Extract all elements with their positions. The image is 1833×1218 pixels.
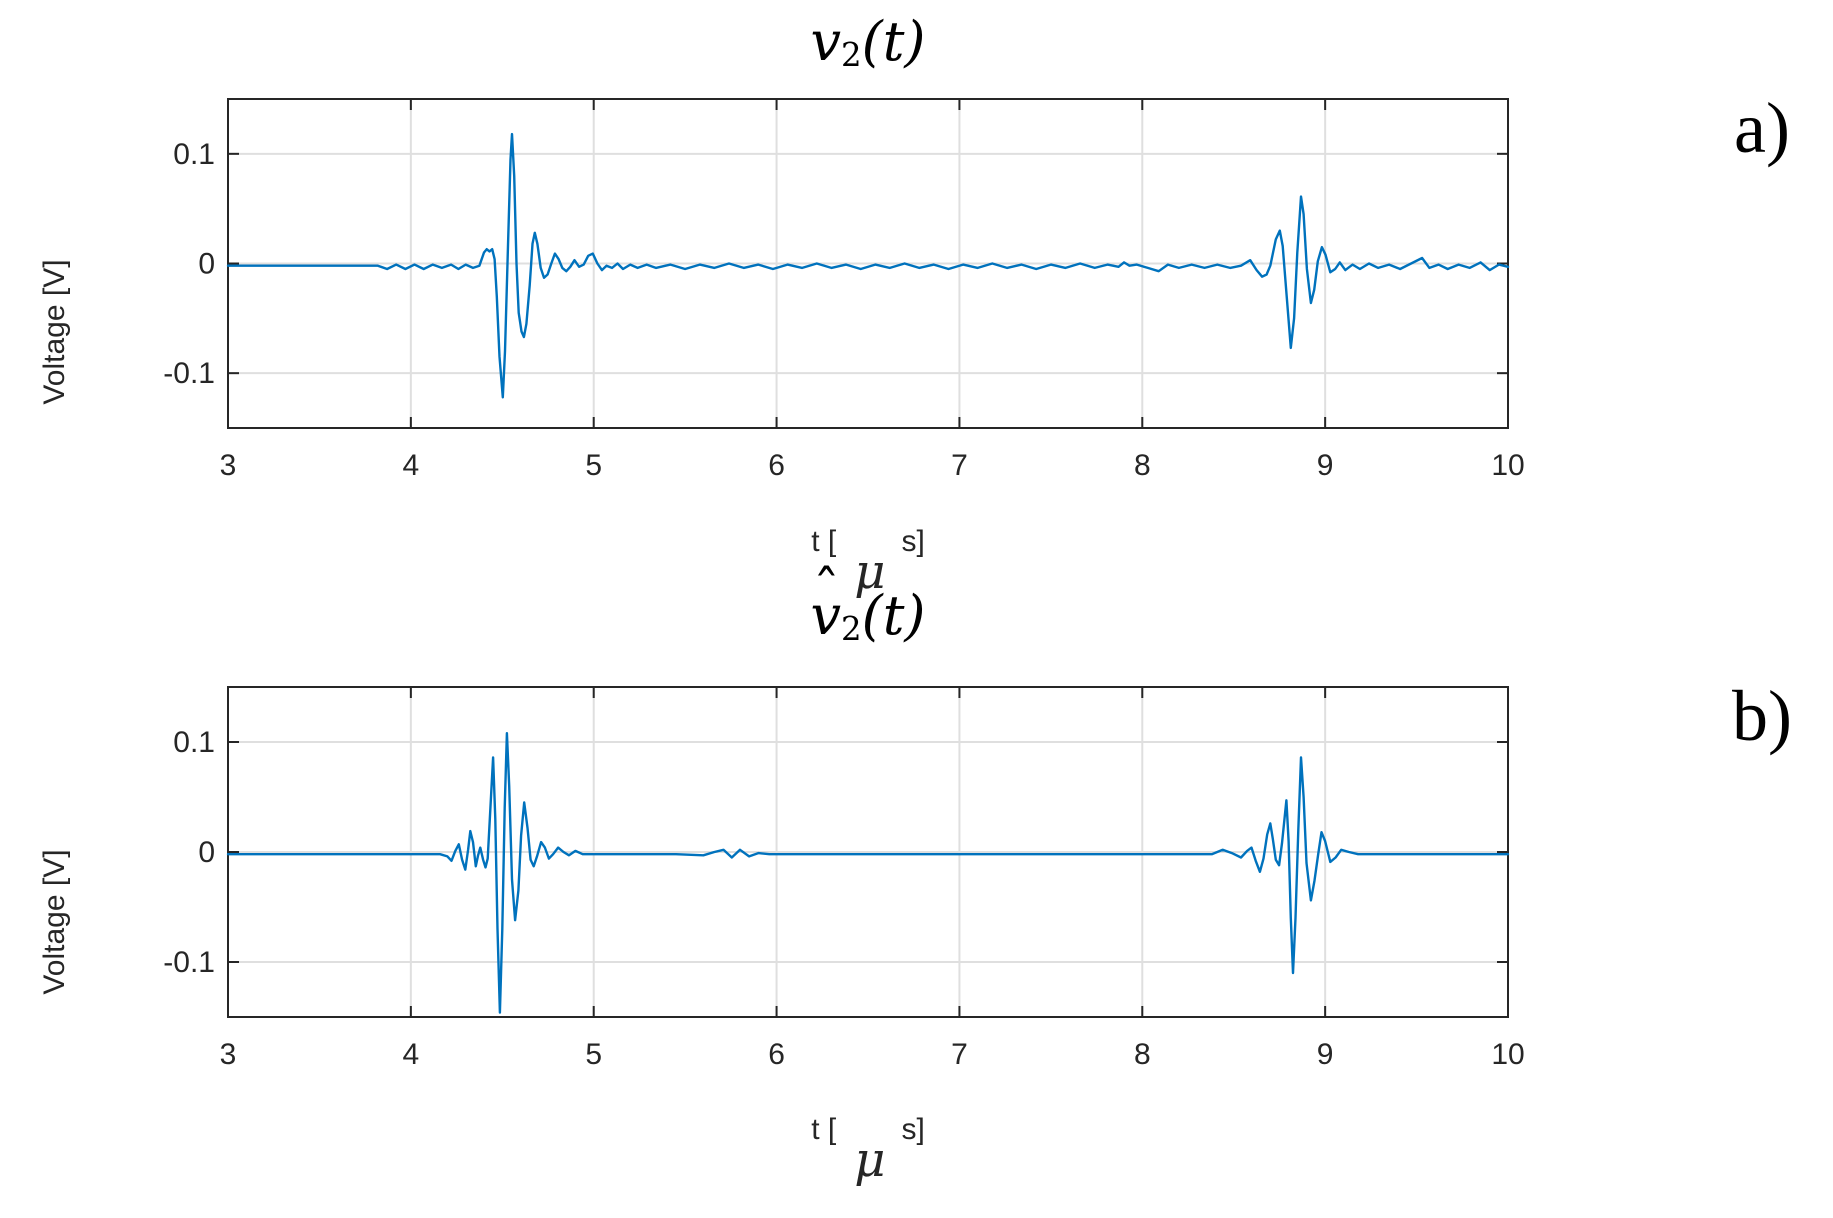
svg-text:5: 5 xyxy=(585,1038,602,1071)
svg-text:8: 8 xyxy=(1134,449,1151,482)
subfigure-label-a: a) xyxy=(1734,88,1790,168)
svg-text:-0.1: -0.1 xyxy=(163,946,215,979)
plot-b-xlabel-mu-symbol: μ xyxy=(854,1132,886,1188)
svg-text:4: 4 xyxy=(403,449,420,482)
plot-b-xlabel-suffix: s] xyxy=(901,1113,925,1146)
svg-text:0: 0 xyxy=(198,248,215,281)
plot-a-xlabel-suffix: s] xyxy=(901,525,925,558)
plot-b-title: ˆ v2(t) xyxy=(228,564,1508,648)
svg-text:10: 10 xyxy=(1491,1038,1524,1071)
svg-text:-0.1: -0.1 xyxy=(163,357,215,390)
title-a-subscript: 2 xyxy=(841,35,862,74)
plot-b-axes: 3 4 5 6 7 8 9 10 0.1 0 -0.1 xyxy=(163,686,1525,1071)
svg-text:9: 9 xyxy=(1317,1038,1334,1071)
svg-text:4: 4 xyxy=(403,1038,420,1071)
svg-text:0.1: 0.1 xyxy=(173,726,215,759)
plot-a-axes: 3 4 5 6 7 8 9 10 0.1 0 -0.1 xyxy=(163,98,1525,482)
plot-b-ylabel: Voltage [V] xyxy=(38,849,71,995)
svg-text:7: 7 xyxy=(951,449,968,482)
plot-a-xlabel-prefix: t [ xyxy=(811,525,837,558)
title-b-hat: ˆ xyxy=(812,559,840,623)
title-b-base: v xyxy=(810,584,842,647)
title-a-variable: v xyxy=(811,12,842,71)
title-b-argument: (t) xyxy=(861,584,926,647)
plot-a-xlabel: t [ μ s] xyxy=(228,524,1508,596)
subfigure-label-b: b) xyxy=(1732,676,1792,756)
svg-text:5: 5 xyxy=(585,449,602,482)
svg-text:6: 6 xyxy=(768,1038,785,1071)
title-b-subscript: 2 xyxy=(841,609,862,648)
svg-text:10: 10 xyxy=(1491,449,1524,482)
plot-b-xlabel-prefix: t [ xyxy=(811,1113,837,1146)
svg-text:3: 3 xyxy=(220,449,237,482)
plot-b-xlabel: t [ μ s] xyxy=(228,1112,1508,1184)
svg-text:7: 7 xyxy=(951,1038,968,1071)
svg-text:0: 0 xyxy=(198,836,215,869)
svg-text:9: 9 xyxy=(1317,449,1334,482)
plot-a-xlabel-mu-symbol: μ xyxy=(854,544,886,600)
plot-a-ylabel: Voltage [V] xyxy=(38,259,71,405)
svg-text:6: 6 xyxy=(768,449,785,482)
svg-text:8: 8 xyxy=(1134,1038,1151,1071)
title-a-argument: (t) xyxy=(861,10,926,73)
plot-a-title: v2(t) xyxy=(228,12,1508,73)
svg-text:0.1: 0.1 xyxy=(173,138,215,171)
svg-text:3: 3 xyxy=(220,1038,237,1071)
title-a-base: v xyxy=(810,10,842,73)
